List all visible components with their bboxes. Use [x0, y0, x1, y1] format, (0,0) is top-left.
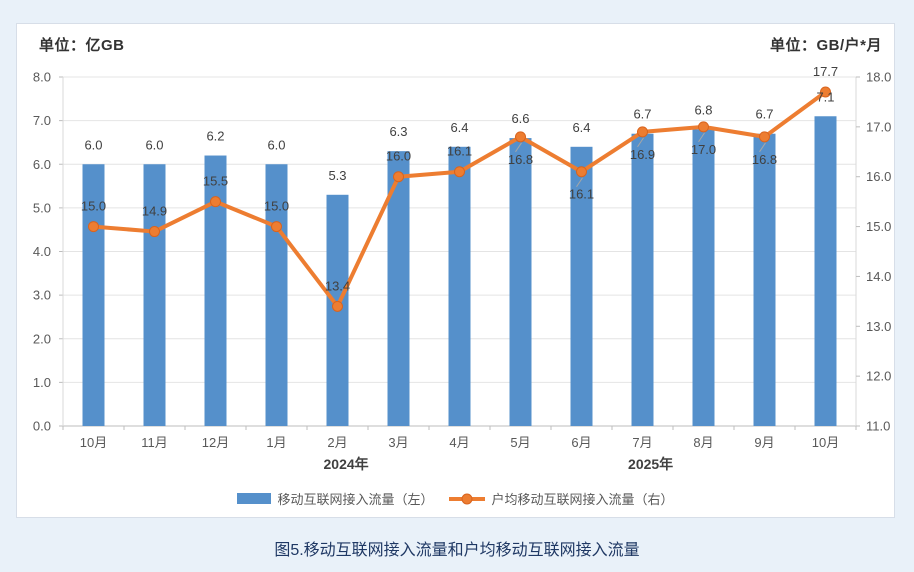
- month-label: 11月: [141, 435, 168, 450]
- line-value-label: 17.0: [691, 142, 716, 157]
- left-axis-tick-label: 2.0: [33, 331, 51, 346]
- bar-value-label: 6.4: [572, 120, 590, 135]
- month-label: 3月: [388, 435, 408, 450]
- line-value-label: 15.0: [81, 199, 106, 214]
- month-label: 5月: [510, 435, 530, 450]
- bar: [570, 146, 593, 427]
- month-label: 12月: [202, 435, 229, 450]
- year-label: 2025年: [628, 456, 673, 472]
- bar: [387, 151, 410, 426]
- legend-item-line-series: 户均移动互联网接入流量（右）: [448, 489, 674, 508]
- label-leader-line: [515, 142, 522, 153]
- bar: [814, 116, 837, 426]
- chart-canvas: 0.0 1.0 2.0 3.0 4.0 5.0 6.0 7.0 8.0 11.0 12.0 13.0 1…: [33, 64, 891, 472]
- month-label: 10月: [80, 435, 107, 450]
- line-value-label: 13.4: [325, 278, 350, 293]
- month-label: 7月: [632, 435, 652, 450]
- left-axis-tick-label: 8.0: [33, 70, 51, 85]
- bar-value-label: 6.7: [755, 107, 773, 122]
- bar-value-label: 6.0: [84, 137, 102, 152]
- bar-value-label: 6.0: [267, 137, 285, 152]
- right-axis-tick-label: 13.0: [866, 319, 891, 334]
- left-axis-unit: 单位：亿GB: [39, 37, 125, 54]
- right-axis-tick-label: 11.0: [866, 419, 890, 434]
- bar-value-label: 6.4: [450, 120, 468, 135]
- bar: [753, 133, 776, 426]
- bar: [631, 133, 654, 426]
- line-value-label: 16.1: [569, 187, 594, 202]
- line-point: [820, 86, 831, 98]
- bar-series-label: 移动互联网接入流量（左）: [277, 492, 434, 507]
- line-value-label: 16.0: [386, 149, 411, 164]
- bar: [448, 146, 471, 427]
- left-axis-tick-label: 7.0: [33, 113, 51, 128]
- line-point: [515, 131, 526, 143]
- line-series-marker-icon: [448, 493, 485, 504]
- bar: [204, 155, 227, 426]
- line-point: [698, 121, 709, 133]
- bar-value-label: 7.1: [816, 89, 834, 104]
- line-value-label: 16.8: [752, 152, 777, 167]
- line-point: [393, 171, 404, 183]
- bar-series-swatch-icon: [237, 493, 272, 504]
- right-axis-tick-label: 12.0: [866, 369, 891, 384]
- figure-caption: 图5.移动互联网接入流量和户均移动互联网接入流量: [274, 542, 640, 559]
- line-point: [454, 166, 465, 178]
- line-value-label: 14.9: [142, 204, 167, 219]
- bar-value-label: 6.8: [694, 102, 712, 117]
- left-axis-tick-label: 4.0: [33, 244, 51, 259]
- bar-value-label: 5.3: [328, 168, 346, 183]
- line-value-label: 17.7: [813, 64, 838, 79]
- right-axis-tick-label: 17.0: [866, 119, 891, 134]
- line-point: [210, 196, 221, 208]
- line-point: [332, 300, 343, 312]
- left-axis-tick-label: 5.0: [33, 200, 51, 215]
- line-point: [88, 221, 99, 233]
- line-point: [149, 226, 160, 238]
- left-axis-tick-label: 0.0: [33, 419, 51, 434]
- chart-legend: 移动互联网接入流量（左） 户均移动互联网接入流量（右）: [17, 489, 894, 508]
- left-axis-tick-label: 1.0: [33, 375, 51, 390]
- bar: [692, 129, 715, 426]
- label-leader-line: [576, 177, 583, 188]
- month-label: 6月: [571, 435, 591, 450]
- month-label: 10月: [812, 435, 839, 450]
- left-axis-tick-label: 6.0: [33, 157, 51, 172]
- bar: [509, 138, 532, 426]
- label-leader-line: [637, 137, 644, 148]
- bar-value-label: 6.0: [145, 137, 163, 152]
- label-leader-line: [759, 142, 766, 153]
- bar-value-label: 6.6: [511, 111, 529, 126]
- line-point: [576, 166, 587, 178]
- bar-value-label: 6.7: [633, 107, 651, 122]
- bar-value-label: 6.3: [389, 124, 407, 139]
- line-value-label: 16.9: [630, 147, 655, 162]
- right-axis-tick-label: 18.0: [866, 70, 891, 85]
- chart-panel: 单位：亿GB 单位：GB/户*月 0.0 1.0 2.0 3.0 4.0 5.0 6.0 7.…: [16, 23, 895, 518]
- line-point: [759, 131, 770, 143]
- bar: [82, 164, 105, 426]
- line-point: [271, 221, 282, 233]
- line-value-label: 15.5: [203, 174, 228, 189]
- bar: [265, 164, 288, 426]
- year-label: 2024年: [324, 456, 369, 472]
- bar-value-label: 6.2: [206, 129, 224, 144]
- right-axis-tick-label: 14.0: [866, 269, 891, 284]
- line-value-label: 15.0: [264, 199, 289, 214]
- line-point: [637, 126, 648, 138]
- line-value-label: 16.1: [447, 144, 472, 159]
- month-label: 4月: [449, 435, 469, 450]
- line-value-label: 16.8: [508, 152, 533, 167]
- line-series-label: 户均移动互联网接入流量（右）: [491, 492, 674, 507]
- legend-item-bar-series: 移动互联网接入流量（左）: [237, 489, 434, 508]
- right-axis-unit: 单位：GB/户*月: [769, 37, 882, 54]
- right-axis-tick-label: 15.0: [866, 219, 891, 234]
- right-axis-tick-label: 16.0: [866, 169, 891, 184]
- month-label: 1月: [266, 435, 286, 450]
- month-label: 8月: [693, 435, 713, 450]
- label-leader-line: [698, 132, 705, 143]
- month-label: 9月: [754, 435, 774, 450]
- left-axis-tick-label: 3.0: [33, 288, 51, 303]
- month-label: 2月: [327, 435, 347, 450]
